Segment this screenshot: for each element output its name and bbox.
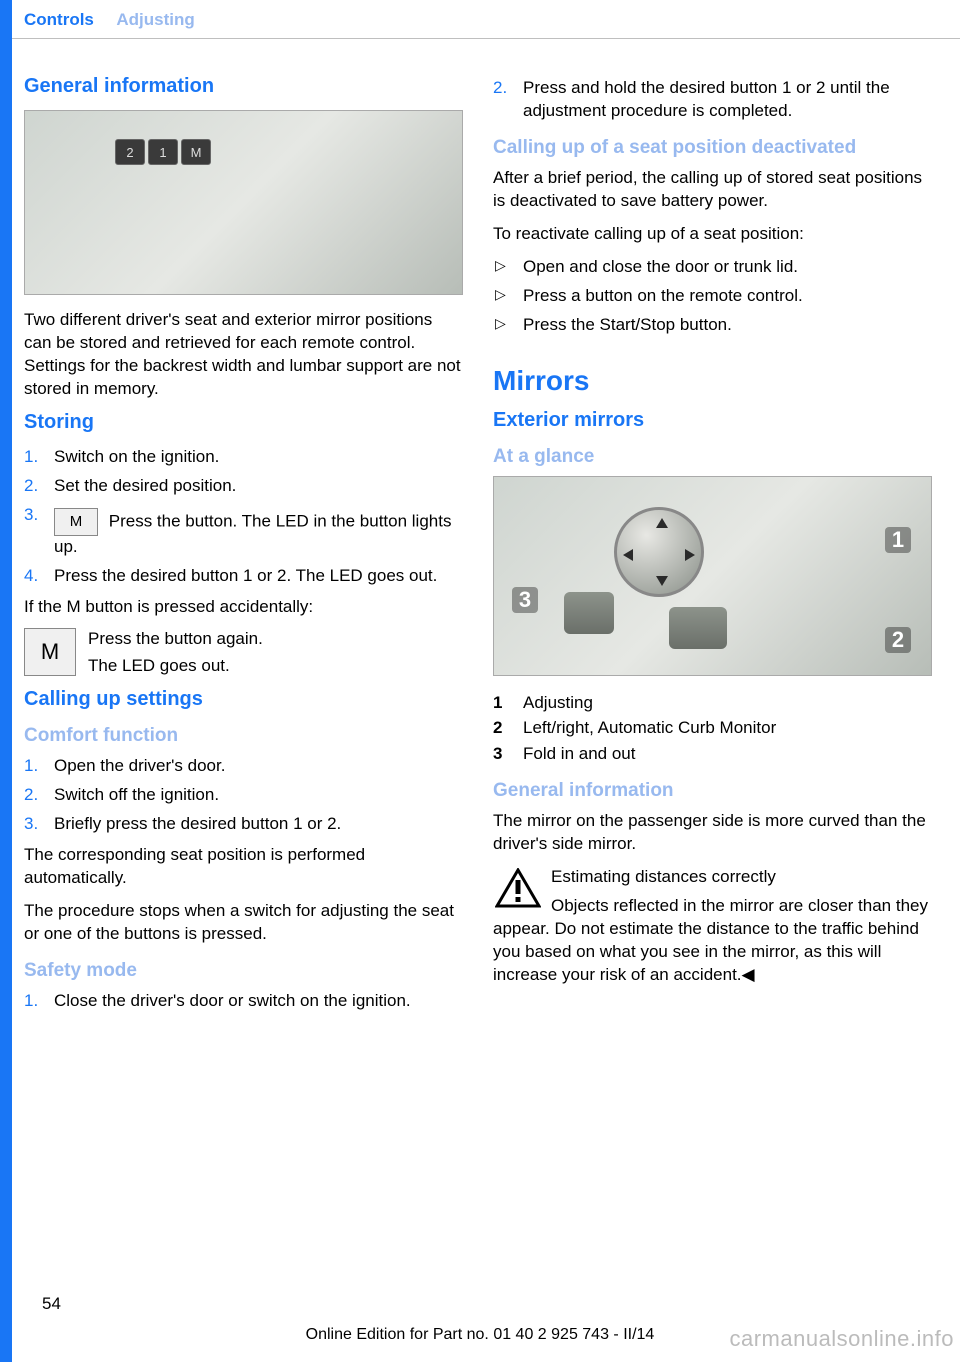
left-blue-bar — [0, 0, 12, 1362]
header-adjusting: Adjusting — [116, 10, 194, 29]
callout-3: 3 — [512, 587, 538, 613]
fold-button-illustration — [564, 592, 614, 634]
warning-icon — [493, 866, 543, 910]
storing-step-1-text: Switch on the ignition. — [54, 447, 219, 466]
m-button-large-icon: M — [24, 628, 76, 676]
legend-row-1: 1Adjusting — [493, 690, 932, 716]
deact-p2: To reactivate calling up of a seat posit… — [493, 223, 932, 246]
comfort-step-2-text: Switch off the ignition. — [54, 785, 219, 804]
storing-step-2-text: Set the desired position. — [54, 476, 236, 495]
storing-step-4-text: Press the desired button 1 or 2. The LED… — [54, 566, 437, 585]
comfort-list: 1.Open the driver's door. 2.Switch off t… — [24, 755, 463, 836]
safety-step-1: 1.Close the driver's door or switch on t… — [24, 990, 463, 1013]
legend-text-2: Left/right, Automatic Curb Monitor — [523, 715, 776, 741]
if-m-pressed-paragraph: If the M button is pressed accidentally: — [24, 596, 463, 619]
safety-list: 1.Close the driver's door or switch on t… — [24, 990, 463, 1013]
reactivate-list: Open and close the door or trunk lid. Pr… — [493, 256, 932, 337]
legend-num-1: 1 — [493, 690, 523, 716]
reactivate-3: Press the Start/Stop button. — [493, 314, 932, 337]
m-button-icon: M — [54, 508, 98, 536]
callout-1: 1 — [885, 527, 911, 553]
comfort-p2: The procedure stops when a switch for ad… — [24, 900, 463, 946]
deact-p1: After a brief period, the calling up of … — [493, 167, 932, 213]
m-again-line1: Press the button again. — [88, 628, 263, 651]
left-column: General information 2 1 M Two different … — [24, 75, 463, 1021]
legend-row-3: 3Fold in and out — [493, 741, 932, 767]
safety-step-2: 2.Press and hold the desired button 1 or… — [493, 77, 932, 123]
seat-button-2: 2 — [115, 139, 145, 165]
header-controls: Controls — [24, 10, 94, 29]
reactivate-2: Press a button on the remote control. — [493, 285, 932, 308]
comfort-step-1: 1.Open the driver's door. — [24, 755, 463, 778]
warning-body: Objects reflected in the mirror are clos… — [493, 895, 932, 987]
mirror-control-image: 1 2 3 — [493, 476, 932, 676]
m-button-again-text: Press the button again. The LED goes out… — [88, 628, 263, 678]
heading-mirrors: Mirrors — [493, 365, 932, 397]
seat-button-m: M — [181, 139, 211, 165]
content-columns: General information 2 1 M Two different … — [0, 39, 960, 1021]
heading-storing: Storing — [24, 411, 463, 434]
heading-exterior-mirrors: Exterior mirrors — [493, 409, 932, 432]
comfort-step-2: 2.Switch off the ignition. — [24, 784, 463, 807]
warning-block: Estimating distances correctly Objects r… — [493, 866, 932, 987]
comfort-step-3: 3.Briefly press the desired button 1 or … — [24, 813, 463, 836]
safety-list-cont: 2.Press and hold the desired button 1 or… — [493, 77, 932, 123]
m-again-line2: The LED goes out. — [88, 655, 263, 678]
safety-step-2-text: Press and hold the desired button 1 or 2… — [523, 78, 890, 120]
warning-title: Estimating distances correctly — [493, 866, 932, 889]
mirror-legend: 1Adjusting 2Left/right, Automatic Curb M… — [493, 690, 932, 767]
page-number: 54 — [42, 1294, 61, 1314]
safety-step-1-text: Close the driver's door or switch on the… — [54, 991, 411, 1010]
header: Controls Adjusting — [0, 0, 960, 39]
mirror-knob-illustration — [614, 507, 704, 597]
heading-calling-up: Calling up settings — [24, 688, 463, 711]
seat-button-1: 1 — [148, 139, 178, 165]
lr-button-illustration — [669, 607, 727, 649]
seat-memory-buttons: 2 1 M — [115, 139, 211, 165]
legend-num-3: 3 — [493, 741, 523, 767]
watermark: carmanualsonline.info — [729, 1326, 954, 1352]
legend-text-3: Fold in and out — [523, 741, 635, 767]
m-button-again-block: M Press the button again. The LED goes o… — [24, 628, 463, 678]
storing-step-3-text: Press the button. The LED in the button … — [54, 511, 451, 556]
comfort-step-3-text: Briefly press the desired button 1 or 2. — [54, 814, 341, 833]
legend-text-1: Adjusting — [523, 690, 593, 716]
storing-step-2: 2.Set the desired position. — [24, 475, 463, 498]
comfort-step-1-text: Open the driver's door. — [54, 756, 225, 775]
reactivate-1: Open and close the door or trunk lid. — [493, 256, 932, 279]
general-info-paragraph: Two different driver's seat and exterior… — [24, 309, 463, 401]
storing-step-4: 4.Press the desired button 1 or 2. The L… — [24, 565, 463, 588]
heading-general-info-mirrors: General information — [493, 780, 932, 802]
seat-memory-image: 2 1 M — [24, 110, 463, 295]
comfort-p1: The corresponding seat position is perfo… — [24, 844, 463, 890]
mirror-general-p: The mirror on the passenger side is more… — [493, 810, 932, 856]
right-column: 2.Press and hold the desired button 1 or… — [493, 75, 932, 1021]
storing-step-3: 3.M Press the button. The LED in the but… — [24, 504, 463, 559]
storing-list: 1.Switch on the ignition. 2.Set the desi… — [24, 446, 463, 588]
heading-comfort-function: Comfort function — [24, 725, 463, 747]
legend-num-2: 2 — [493, 715, 523, 741]
legend-row-2: 2Left/right, Automatic Curb Monitor — [493, 715, 932, 741]
storing-step-1: 1.Switch on the ignition. — [24, 446, 463, 469]
heading-calling-deactivated: Calling up of a seat position deactivate… — [493, 137, 932, 159]
heading-safety-mode: Safety mode — [24, 960, 463, 982]
heading-general-information: General information — [24, 75, 463, 98]
heading-at-a-glance: At a glance — [493, 446, 932, 468]
callout-2: 2 — [885, 627, 911, 653]
